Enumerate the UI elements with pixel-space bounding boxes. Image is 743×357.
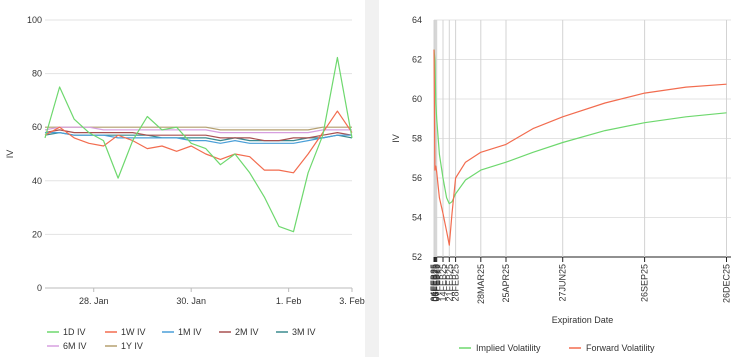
series-line-1y-iv: [45, 126, 352, 131]
x-tick-label: 21FEB25: [444, 264, 454, 302]
y-tick-label: 20: [32, 229, 42, 239]
x-tick-label: 06FEB25: [431, 264, 441, 302]
x-tick-label: 30. Jan: [176, 296, 206, 306]
term-structure-chart: 52 54 56 58 60 62 64 04FEB2505FEB2506FEB2507FEB…: [391, 15, 732, 353]
series-line-forward-volatility: [433, 49, 727, 246]
x-tick-label: 1. Feb: [276, 296, 302, 306]
gridlines: [45, 19, 352, 289]
x-tick-label: 3. Feb: [339, 296, 365, 306]
legend-item-1m-iv: 1M IV: [178, 327, 202, 337]
x-tick-label: 07FEB25: [432, 264, 442, 302]
y-tick-label: 52: [412, 252, 422, 262]
gridlines: [433, 19, 731, 258]
series-line-6m-iv: [44, 126, 352, 134]
x-tick-label: 26DEC25: [722, 264, 732, 303]
legend: 1D IV 1W IV 1M IV 2M IV 3M IV 6M IV 1Y IV: [47, 327, 316, 351]
series-line-2m-iv: [44, 129, 353, 142]
x-tick-label: 28FEB25: [451, 264, 461, 302]
x-axis-label: Expiration Date: [552, 315, 614, 325]
term-structure-chart-panel: 52 54 56 58 60 62 64 04FEB25 05FEB25 06FEB25 07FEB…: [379, 0, 743, 357]
legend: Implied Volatility Forward Volatility: [459, 343, 655, 353]
x-tick-label: 04FEB25: [429, 264, 439, 302]
x-tick-label: 25APR25: [501, 264, 511, 303]
y-axis-label: IV: [5, 150, 15, 159]
y-tick-label: 62: [412, 55, 422, 65]
series-lines: [44, 56, 353, 233]
y-tick-label: 60: [32, 122, 42, 132]
legend-item-1y-iv: 1Y IV: [121, 341, 143, 351]
y-tick-label: 64: [412, 15, 422, 25]
iv-history-chart: 0 20 40 60 80 100 28. Jan 30. Jan 1. Feb 3. Feb IV…: [5, 15, 365, 351]
y-tick-label: 100: [27, 15, 42, 25]
x-tick-label: 26SEP25: [640, 264, 650, 302]
x-tick-label: 28MAR25: [476, 264, 486, 304]
series-line-1d-iv: [44, 56, 353, 233]
legend-item-implied-volatility: Implied Volatility: [476, 343, 541, 353]
y-tick-label: 0: [37, 283, 42, 293]
legend-item-2m-iv: 2M IV: [235, 327, 259, 337]
y-tick-label: 56: [412, 173, 422, 183]
y-axis-label: IV: [391, 134, 401, 143]
x-tick-label: 05FEB25: [430, 264, 440, 302]
y-tick-label: 58: [412, 134, 422, 144]
panel-divider: [365, 0, 379, 357]
x-tick-label: 14FEB25: [438, 264, 448, 302]
legend-item-forward-volatility: Forward Volatility: [586, 343, 655, 353]
x-tick-label: 28. Jan: [79, 296, 109, 306]
legend-item-3m-iv: 3M IV: [292, 327, 316, 337]
legend-item-1d-iv: 1D IV: [63, 327, 86, 337]
x-tick-label: 27JUN25: [558, 264, 568, 302]
series-line-implied-volatility: [433, 49, 727, 205]
y-tick-label: 54: [412, 213, 422, 223]
series-lines: [433, 49, 727, 246]
y-tick-label: 80: [32, 69, 42, 79]
legend-item-1w-iv: 1W IV: [121, 327, 146, 337]
series-line-1m-iv: [45, 132, 352, 144]
series-line-1w-iv: [44, 110, 353, 174]
y-tick-label: 40: [32, 176, 42, 186]
y-tick-label: 60: [412, 94, 422, 104]
legend-item-6m-iv: 6M IV: [63, 341, 87, 351]
iv-history-chart-panel: 0 20 40 60 80 100 28. Jan 30. Jan 1. Feb 3. Feb IV…: [0, 0, 365, 357]
